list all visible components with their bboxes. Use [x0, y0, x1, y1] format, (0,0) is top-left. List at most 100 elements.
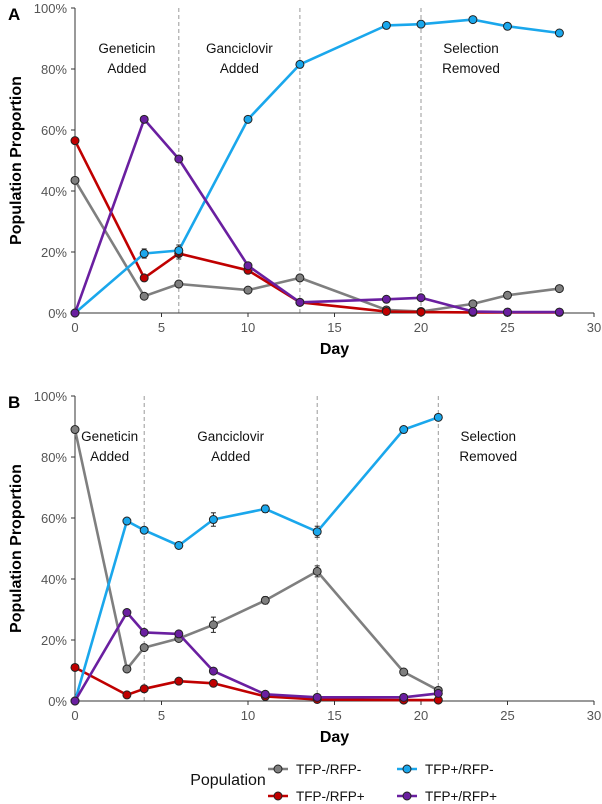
panel-label: B [8, 393, 20, 412]
series-line [73, 429, 439, 692]
legend-label: TFP+/RFP- [425, 762, 494, 777]
data-point [468, 15, 478, 25]
data-point [260, 595, 270, 605]
data-point [139, 273, 149, 283]
data-point [174, 676, 184, 686]
series-line [73, 140, 560, 314]
data-point [243, 261, 253, 271]
x-tick-label: 10 [241, 320, 255, 335]
series-tfpneg-rfpneg [70, 425, 443, 695]
legend-swatch-marker [402, 764, 412, 774]
series-line [74, 18, 560, 314]
data-point [503, 307, 512, 317]
data-point [416, 293, 426, 303]
event-annotation: Selection [443, 41, 499, 56]
data-point [174, 154, 184, 164]
y-tick-label: 100% [34, 1, 68, 16]
panel-label: A [8, 5, 20, 24]
x-tick-label: 15 [327, 320, 341, 335]
data-point [208, 620, 218, 630]
x-axis-label: Day [320, 729, 349, 746]
data-point [70, 308, 80, 318]
data-point [174, 629, 184, 639]
series-tfppos-rfpneg [70, 412, 443, 706]
data-point [312, 566, 322, 576]
y-tick-label: 80% [41, 62, 67, 77]
y-axis-label: Population Proportion [8, 76, 25, 245]
data-point [554, 307, 564, 317]
data-point [70, 136, 80, 146]
data-point [139, 114, 149, 124]
x-tick-label: 0 [71, 320, 78, 335]
y-tick-label: 100% [34, 389, 68, 404]
legend-swatch-marker [273, 764, 283, 774]
data-point [260, 504, 270, 514]
data-point [70, 662, 80, 672]
data-point [139, 684, 149, 694]
data-point [174, 245, 184, 255]
data-point [208, 666, 218, 676]
data-point [174, 540, 184, 550]
legend-label: TFP-/RFP- [296, 762, 361, 777]
data-point [399, 692, 409, 702]
y-tick-label: 80% [41, 450, 67, 465]
series-line [73, 611, 439, 702]
legend: Population TFP-/RFP- TFP-/RFP+ TFP+/RFP- TFP… [190, 762, 497, 804]
data-point [208, 515, 218, 525]
event-annotation: Removed [442, 61, 500, 76]
y-tick-label: 60% [41, 123, 67, 138]
y-tick-label: 0% [48, 694, 67, 709]
data-point [554, 28, 564, 38]
data-point [122, 664, 132, 674]
y-tick-label: 20% [41, 245, 67, 260]
x-tick-label: 20 [414, 320, 428, 335]
data-point [139, 249, 149, 259]
data-point [70, 425, 80, 435]
series-line [73, 179, 560, 313]
data-point [312, 527, 322, 537]
x-tick-label: 10 [241, 708, 255, 723]
data-point [139, 643, 149, 653]
panel-a: A 0% 20% 40% 60% 80% 100% 0 5 10 15 20 25 30 Day Popula… [8, 1, 601, 358]
x-tick-label: 25 [500, 708, 514, 723]
data-point [416, 19, 426, 29]
x-tick-label: 30 [587, 708, 601, 723]
data-point [208, 678, 218, 688]
data-point [295, 59, 305, 69]
legend-entry-tfpneg-rfppos: TFP-/RFP+ [268, 789, 365, 804]
data-point [139, 627, 149, 637]
legend-title: Population [190, 772, 266, 789]
series-tfppos-rfpneg [70, 15, 564, 318]
data-point [468, 306, 478, 316]
y-tick-label: 40% [41, 572, 67, 587]
data-point [416, 307, 426, 317]
legend-entry-tfppos-rfppos: TFP+/RFP+ [397, 789, 497, 804]
y-tick-label: 40% [41, 184, 67, 199]
event-annotation: Geneticin [81, 429, 138, 444]
data-point [399, 667, 409, 677]
event-annotation: Ganciclovir [197, 429, 264, 444]
data-point [503, 290, 512, 300]
data-point [554, 284, 564, 294]
data-point [381, 306, 391, 316]
data-point [503, 21, 512, 31]
event-annotation: Added [90, 449, 129, 464]
x-tick-label: 25 [500, 320, 514, 335]
data-point [174, 279, 184, 289]
event-annotation: Geneticin [98, 41, 155, 56]
legend-swatch-marker [402, 791, 412, 801]
data-point [381, 20, 391, 30]
data-point [433, 412, 443, 422]
data-point [122, 608, 132, 618]
y-tick-label: 20% [41, 633, 67, 648]
event-annotation: Added [211, 449, 250, 464]
data-point [295, 273, 305, 283]
data-point [312, 692, 322, 702]
x-tick-label: 15 [327, 708, 341, 723]
event-annotation: Added [220, 61, 259, 76]
y-tick-label: 0% [48, 306, 67, 321]
event-annotation: Selection [461, 429, 517, 444]
data-point [468, 299, 478, 309]
data-point [399, 425, 409, 435]
